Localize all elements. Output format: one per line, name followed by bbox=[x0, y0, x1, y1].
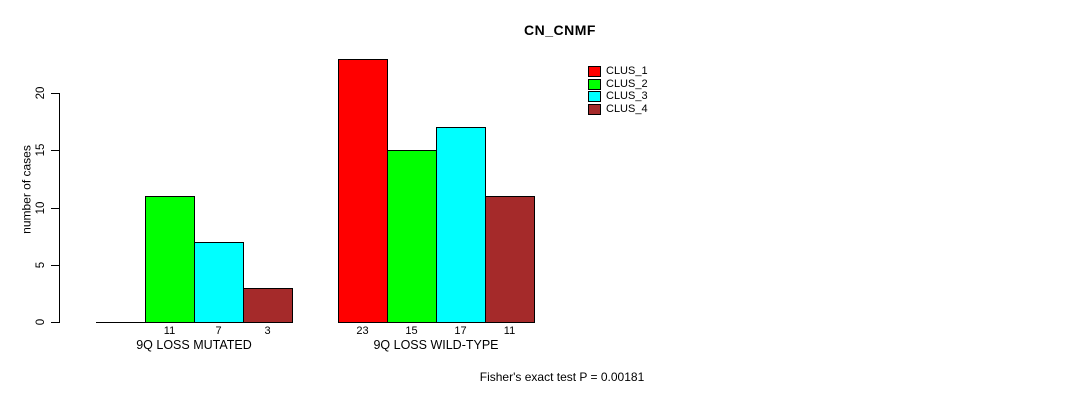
bar-count-label: 17 bbox=[454, 325, 467, 337]
legend-swatch-clus_3 bbox=[588, 91, 601, 102]
category-label: 9Q LOSS WILD-TYPE bbox=[373, 338, 499, 352]
y-axis-tick-label: 15 bbox=[35, 143, 47, 157]
bar-clus_2-2 bbox=[387, 150, 437, 323]
category-label: 9Q LOSS MUTATED bbox=[136, 338, 252, 352]
y-axis-tick bbox=[51, 322, 59, 323]
bar-count-label: 7 bbox=[215, 325, 222, 337]
bar-clus_3-1 bbox=[194, 242, 244, 323]
legend-label-clus_2: CLUS_2 bbox=[606, 78, 648, 90]
bar-clus_1-2 bbox=[338, 59, 388, 323]
legend-swatch-clus_2 bbox=[588, 79, 601, 90]
bar-count-label: 11 bbox=[503, 325, 516, 337]
bar-clus_4-2 bbox=[485, 196, 535, 323]
legend-label-clus_3: CLUS_3 bbox=[606, 90, 648, 102]
y-axis-tick bbox=[51, 150, 59, 151]
legend-label-clus_4: CLUS_4 bbox=[606, 103, 648, 115]
y-axis-line bbox=[59, 93, 60, 323]
y-axis-tick-label: 0 bbox=[35, 318, 47, 326]
y-axis-tick-label: 5 bbox=[35, 261, 47, 269]
y-axis-tick-label: 20 bbox=[35, 86, 47, 100]
bar-clus_4-1 bbox=[243, 288, 293, 323]
bar-count-label: 23 bbox=[356, 325, 369, 337]
y-axis-tick-label: 10 bbox=[35, 201, 47, 215]
bar-count-label: 3 bbox=[264, 325, 271, 337]
legend-swatch-clus_4 bbox=[588, 104, 601, 115]
bar-count-label: 15 bbox=[405, 325, 418, 337]
fisher-test-annotation: Fisher's exact test P = 0.00181 bbox=[479, 370, 645, 384]
bar-count-label: 11 bbox=[163, 325, 176, 337]
y-axis-tick bbox=[51, 93, 59, 94]
legend-swatch-clus_1 bbox=[588, 66, 601, 77]
bar-clus_2-1 bbox=[145, 196, 195, 323]
chart-title: CN_CNMF bbox=[524, 22, 596, 38]
bar-clus_3-2 bbox=[436, 127, 486, 323]
y-axis-tick bbox=[51, 208, 59, 209]
legend-label-clus_1: CLUS_1 bbox=[606, 65, 648, 77]
y-axis-tick bbox=[51, 265, 59, 266]
